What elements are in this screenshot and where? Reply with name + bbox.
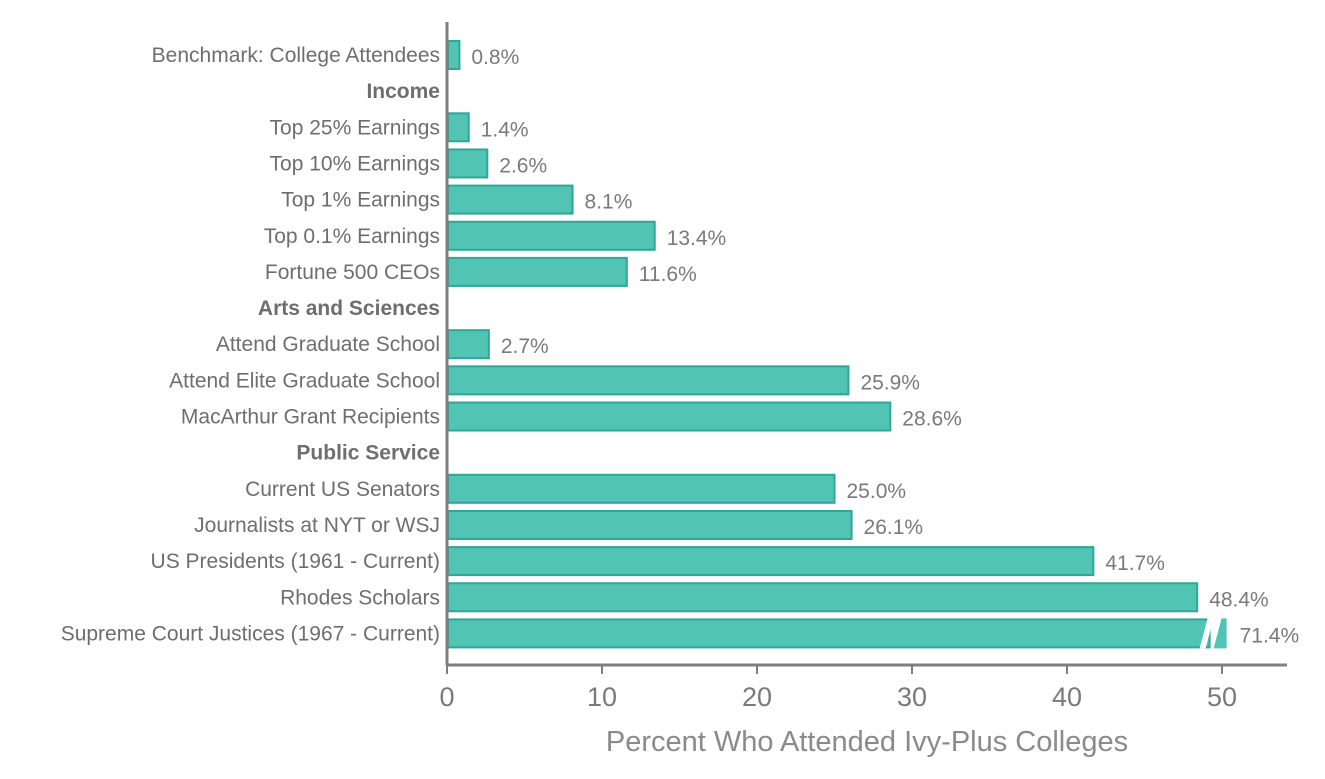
category-label-top-25-earnings: Top 25% Earnings xyxy=(270,116,440,139)
value-label-top-25-earnings: 1.4% xyxy=(481,118,529,141)
value-label-current-us-senators: 25.0% xyxy=(847,480,907,503)
x-tick-label-30: 30 xyxy=(897,682,927,712)
bar-macarthur-grant-recipients xyxy=(447,401,892,432)
category-label-attend-graduate-school: Attend Graduate School xyxy=(216,333,440,356)
bar-top-1-earnings xyxy=(447,184,574,215)
category-label-attend-elite-graduate-school: Attend Elite Graduate School xyxy=(169,369,440,392)
bar-top-10-earnings xyxy=(447,148,489,179)
bar-benchmark-college-attendees xyxy=(447,40,461,70)
value-label-attend-graduate-school: 2.7% xyxy=(501,335,549,358)
value-label-fortune-500-ceos: 11.6% xyxy=(639,263,697,286)
category-label-supreme-court-justices-1967-current: Supreme Court Justices (1967 - Current) xyxy=(61,622,440,645)
x-tick-label-20: 20 xyxy=(742,682,772,712)
group-header-public-service: Public Service xyxy=(296,442,440,465)
x-tick-label-0: 0 xyxy=(439,682,454,712)
value-label-top-0-1-earnings: 13.4% xyxy=(667,227,727,250)
value-label-macarthur-grant-recipients: 28.6% xyxy=(902,408,962,431)
bar-us-presidents-1961-current xyxy=(447,546,1095,577)
bar-current-us-senators xyxy=(447,473,836,504)
value-label-supreme-court-justices-1967-current: 71.4% xyxy=(1240,624,1300,647)
value-label-attend-elite-graduate-school: 25.9% xyxy=(860,371,920,394)
axis-break-bar-stub xyxy=(1213,618,1227,649)
category-label-journalists-at-nyt-or-wsj: Journalists at NYT or WSJ xyxy=(194,514,440,537)
x-axis-title: Percent Who Attended Ivy-Plus Colleges xyxy=(606,726,1128,758)
x-tick-label-50: 50 xyxy=(1207,682,1237,712)
category-label-benchmark-college-attendees: Benchmark: College Attendees xyxy=(152,44,440,67)
value-label-us-presidents-1961-current: 41.7% xyxy=(1105,552,1165,575)
x-tick-label-10: 10 xyxy=(587,682,617,712)
bar-attend-elite-graduate-school xyxy=(447,365,850,396)
bar-attend-graduate-school xyxy=(447,329,490,360)
value-label-journalists-at-nyt-or-wsj: 26.1% xyxy=(864,516,924,539)
bar-rhodes-scholars xyxy=(447,582,1199,613)
group-header-arts-and-sciences: Arts and Sciences xyxy=(258,297,440,320)
value-label-rhodes-scholars: 48.4% xyxy=(1209,588,1269,611)
value-label-top-1-earnings: 8.1% xyxy=(585,191,633,214)
bar-top-25-earnings xyxy=(447,112,470,143)
category-label-macarthur-grant-recipients: MacArthur Grant Recipients xyxy=(181,406,440,429)
bar-journalists-at-nyt-or-wsj xyxy=(447,509,853,540)
axis-break-gap-1 xyxy=(1199,618,1214,649)
category-label-top-0-1-earnings: Top 0.1% Earnings xyxy=(264,225,440,248)
category-label-fortune-500-ceos: Fortune 500 CEOs xyxy=(265,261,440,284)
category-label-rhodes-scholars: Rhodes Scholars xyxy=(280,586,440,609)
category-label-top-1-earnings: Top 1% Earnings xyxy=(281,189,440,212)
bar-fortune-500-ceos xyxy=(447,256,628,287)
value-label-benchmark-college-attendees: 0.8% xyxy=(471,46,519,69)
category-label-current-us-senators: Current US Senators xyxy=(245,478,440,501)
bar-supreme-court-justices-1967-current xyxy=(447,618,1211,649)
bar-top-0-1-earnings xyxy=(447,220,656,251)
x-tick-label-40: 40 xyxy=(1052,682,1082,712)
value-label-top-10-earnings: 2.6% xyxy=(499,154,547,177)
category-label-us-presidents-1961-current: US Presidents (1961 - Current) xyxy=(151,550,440,573)
category-label-top-10-earnings: Top 10% Earnings xyxy=(270,152,440,175)
group-header-income: Income xyxy=(366,80,440,103)
